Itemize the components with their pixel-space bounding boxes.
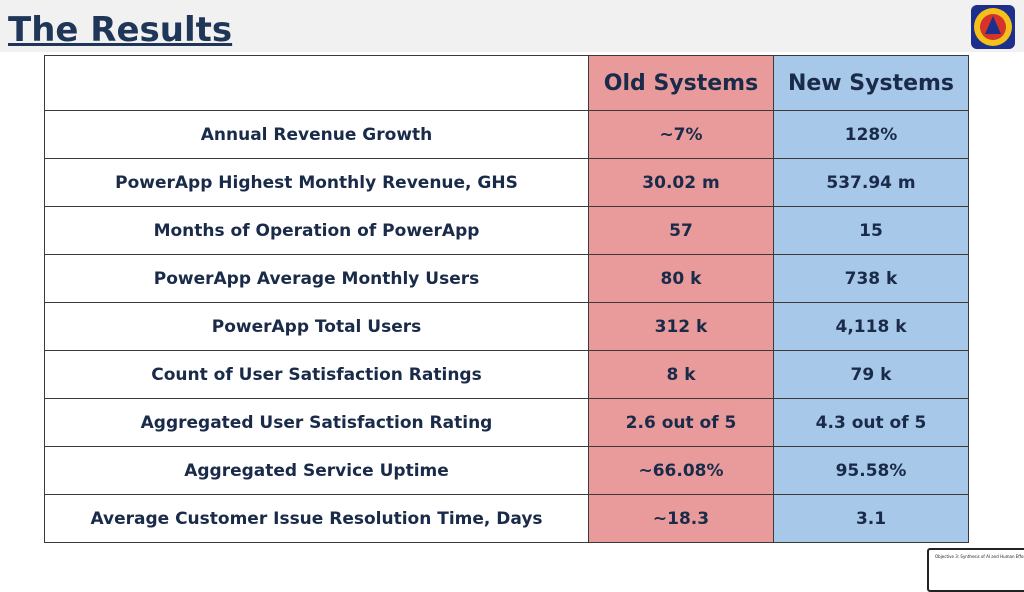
column-header: Old Systems (588, 55, 774, 111)
row-label: Months of Operation of PowerApp (44, 206, 589, 255)
cell-value: 95.58% (773, 446, 969, 495)
table-row: Count of User Satisfaction Ratings 8 k 79 … (44, 350, 969, 399)
cell-value: 312 k (588, 302, 774, 351)
cell-value: 15 (773, 206, 969, 255)
row-label: Average Customer Issue Resolution Time, … (44, 494, 589, 543)
cell-value: 4.3 out of 5 (773, 398, 969, 447)
cell-value: 30.02 m (588, 158, 774, 207)
row-label: Aggregated Service Uptime (44, 446, 589, 495)
table-row: Months of Operation of PowerApp 57 15 (44, 206, 969, 255)
column-header: New Systems (773, 55, 969, 111)
cell-value: 2.6 out of 5 (588, 398, 774, 447)
thumbnail-text: Objective 3: Synthesis of AI and Human E… (935, 554, 1024, 559)
row-label: Annual Revenue Growth (44, 110, 589, 159)
top-bar (0, 0, 1024, 52)
cell-value: ~18.3 (588, 494, 774, 543)
table-row: Aggregated User Satisfaction Rating 2.6 o… (44, 398, 969, 447)
cell-value: 79 k (773, 350, 969, 399)
cell-value: 738 k (773, 254, 969, 303)
row-label: PowerApp Total Users (44, 302, 589, 351)
row-label: Count of User Satisfaction Ratings (44, 350, 589, 399)
cell-value: 80 k (588, 254, 774, 303)
row-label: Aggregated User Satisfaction Rating (44, 398, 589, 447)
table-row: PowerApp Highest Monthly Revenue, GHS 30.… (44, 158, 969, 207)
cell-value: 3.1 (773, 494, 969, 543)
cell-value: ~7% (588, 110, 774, 159)
results-table: Old Systems New Systems Annual Revenue Gr… (44, 55, 969, 543)
cell-value: 8 k (588, 350, 774, 399)
table-row: Average Customer Issue Resolution Time, … (44, 494, 969, 543)
cell-value: 537.94 m (773, 158, 969, 207)
table-row: Aggregated Service Uptime ~66.08% 95.58% (44, 446, 969, 495)
page-title: The Results (8, 10, 233, 50)
logo (971, 5, 1015, 49)
table-row: Annual Revenue Growth ~7% 128% (44, 110, 969, 159)
slide-thumbnail[interactable]: Objective 3: Synthesis of AI and Human E… (927, 548, 1024, 592)
cell-value: 4,118 k (773, 302, 969, 351)
row-label: PowerApp Highest Monthly Revenue, GHS (44, 158, 589, 207)
table-row: PowerApp Total Users 312 k 4,118 k (44, 302, 969, 351)
cell-value: ~66.08% (588, 446, 774, 495)
corner-cell (44, 55, 589, 111)
cell-value: 57 (588, 206, 774, 255)
cell-value: 128% (773, 110, 969, 159)
table-row: PowerApp Average Monthly Users 80 k 738 k (44, 254, 969, 303)
row-label: PowerApp Average Monthly Users (44, 254, 589, 303)
